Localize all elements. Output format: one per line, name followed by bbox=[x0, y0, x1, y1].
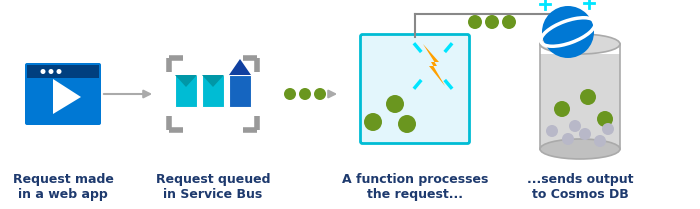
Circle shape bbox=[57, 69, 62, 74]
Circle shape bbox=[569, 120, 581, 132]
Circle shape bbox=[41, 69, 46, 74]
Circle shape bbox=[546, 125, 558, 137]
Ellipse shape bbox=[540, 34, 620, 54]
Bar bbox=[175, 75, 197, 107]
Circle shape bbox=[594, 135, 606, 147]
Polygon shape bbox=[53, 79, 81, 114]
Bar bbox=[202, 75, 224, 107]
Polygon shape bbox=[229, 59, 251, 75]
Circle shape bbox=[485, 15, 499, 29]
Circle shape bbox=[284, 88, 296, 100]
Polygon shape bbox=[202, 75, 224, 87]
Circle shape bbox=[48, 69, 53, 74]
Polygon shape bbox=[175, 75, 197, 87]
FancyBboxPatch shape bbox=[360, 34, 470, 144]
Text: Request queued
in Service Bus: Request queued in Service Bus bbox=[155, 173, 270, 201]
Circle shape bbox=[602, 123, 614, 135]
Circle shape bbox=[398, 115, 416, 133]
Ellipse shape bbox=[540, 139, 620, 159]
Polygon shape bbox=[423, 44, 445, 86]
Circle shape bbox=[562, 133, 574, 145]
Bar bbox=[540, 54, 620, 149]
Circle shape bbox=[597, 111, 613, 127]
Text: ...sends output
to Cosmos DB: ...sends output to Cosmos DB bbox=[526, 173, 634, 201]
Circle shape bbox=[580, 89, 596, 105]
FancyBboxPatch shape bbox=[25, 63, 101, 125]
Circle shape bbox=[386, 95, 404, 113]
Text: A function processes
the request...: A function processes the request... bbox=[342, 173, 488, 201]
Circle shape bbox=[364, 113, 382, 131]
Circle shape bbox=[299, 88, 311, 100]
Text: Request made
in a web app: Request made in a web app bbox=[13, 173, 113, 201]
Circle shape bbox=[468, 15, 482, 29]
Circle shape bbox=[314, 88, 326, 100]
Circle shape bbox=[554, 101, 570, 117]
Circle shape bbox=[579, 128, 591, 140]
Bar bbox=[229, 75, 251, 107]
Circle shape bbox=[542, 6, 594, 58]
Circle shape bbox=[502, 15, 516, 29]
Bar bbox=[27, 65, 99, 78]
